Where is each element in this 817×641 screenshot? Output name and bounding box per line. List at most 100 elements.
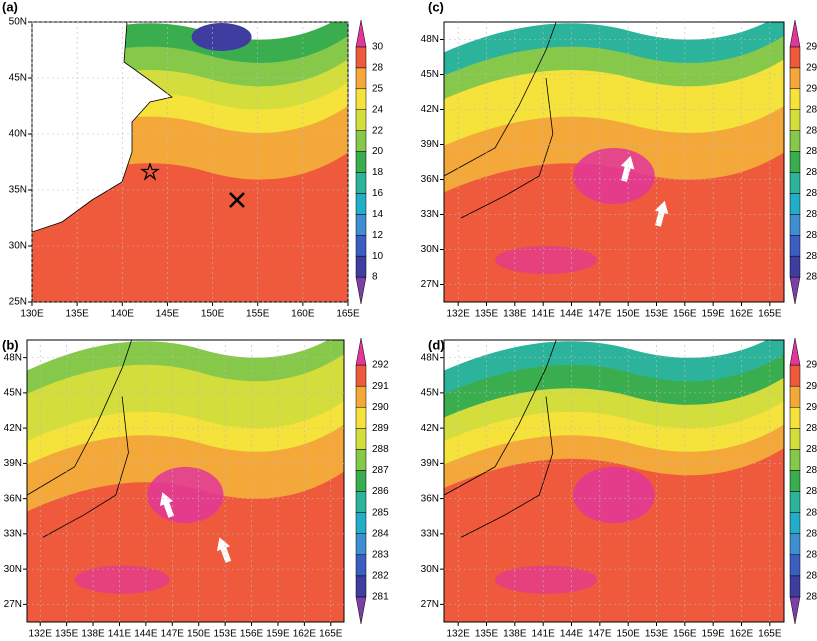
x-tick-label: 145E [156, 309, 180, 320]
x-tick-label: 140E [111, 309, 135, 320]
x-tick-label: 135E [65, 309, 89, 320]
x-tick-label: 156E [240, 629, 264, 640]
panel-label: (b) [2, 337, 19, 352]
colorbar-label: 22 [372, 125, 384, 136]
colorbar-segment [789, 385, 801, 408]
x-tick-label: 138E [81, 629, 105, 640]
y-tick-label: 33N [421, 209, 439, 220]
map-field [27, 340, 344, 622]
colorbar-label: 290 [806, 83, 817, 94]
warm-blob [495, 246, 597, 274]
colorbar-label: 20 [372, 146, 384, 157]
x-tick-label: 141E [531, 309, 555, 320]
x-tick-label: 155E [246, 309, 270, 320]
y-tick-label: 30N [421, 564, 439, 575]
colorbar-label: 25 [372, 83, 384, 94]
colorbar-segment [789, 533, 801, 556]
colorbar-segment [789, 130, 801, 152]
x-tick-label: 162E [730, 309, 754, 320]
colorbar-label: 281 [372, 592, 389, 603]
y-tick-label: 33N [4, 529, 22, 540]
colorbar-label: 291 [806, 381, 817, 392]
field-band [444, 269, 784, 302]
colorbar-segment [355, 470, 367, 492]
x-tick-label: 147E [588, 309, 612, 320]
y-tick-label: 40N [9, 129, 27, 140]
warm-blob [74, 565, 170, 594]
x-tick-label: 153E [645, 309, 669, 320]
panel-label: (a) [2, 0, 18, 14]
x-tick-label: 162E [730, 629, 754, 640]
x-tick-label: 160E [291, 309, 315, 320]
colorbar-label: 282 [806, 251, 817, 262]
colorbar-segment [355, 385, 367, 408]
x-tick-label: 144E [560, 629, 584, 640]
cold-blob [191, 23, 252, 51]
y-tick-label: 27N [421, 279, 439, 290]
y-tick-label: 42N [421, 423, 439, 434]
colorbar-label: 283 [372, 549, 389, 560]
x-tick-label: 165E [758, 629, 782, 640]
colorbar-segment [355, 214, 367, 236]
warm-blob [495, 565, 597, 594]
y-tick-label: 36N [421, 493, 439, 504]
y-tick-label: 30N [4, 564, 22, 575]
y-tick-label: 30N [9, 241, 27, 252]
y-tick-label: 27N [421, 599, 439, 610]
x-tick-label: 150E [187, 629, 211, 640]
x-tick-label: 150E [201, 309, 225, 320]
colorbar-segment [789, 214, 801, 236]
colorbar-label: 285 [372, 507, 389, 518]
colorbar-label: 284 [372, 528, 389, 539]
colorbar-label: 283 [806, 230, 817, 241]
colorbar-segment [355, 406, 367, 429]
colorbar-segment [789, 255, 801, 278]
x-tick-label: 135E [55, 629, 79, 640]
y-tick-label: 36N [421, 174, 439, 185]
colorbar-label: 290 [372, 402, 389, 413]
y-tick-label: 30N [421, 244, 439, 255]
colorbar-segment [789, 67, 801, 90]
colorbar-segment [355, 554, 367, 577]
colorbar-label: 282 [372, 570, 389, 581]
y-tick-label: 27N [4, 599, 22, 610]
y-tick-label: 42N [421, 104, 439, 115]
colorbar-label: 281 [806, 272, 817, 283]
field-band [32, 269, 348, 302]
x-tick-label: 159E [266, 629, 290, 640]
colorbar-label: 291 [372, 381, 389, 392]
colorbar-segment [355, 193, 367, 215]
colorbar-label: 281 [806, 592, 817, 603]
colorbar-segment [355, 533, 367, 556]
x-tick-label: 147E [588, 629, 612, 640]
colorbar-label: 292 [806, 42, 817, 53]
x-tick-label: 132E [446, 309, 470, 320]
x-tick-label: 135E [475, 309, 499, 320]
panel-label: (d) [428, 337, 445, 352]
colorbar-segment [789, 109, 801, 131]
y-tick-label: 33N [421, 529, 439, 540]
coastline [27, 340, 132, 538]
colorbar-label: 282 [806, 570, 817, 581]
colorbar-segment [355, 364, 367, 387]
map-field [32, 22, 348, 302]
colorbar-segment [355, 491, 367, 513]
colorbar-label: 10 [372, 251, 384, 262]
colorbar-segment [355, 575, 367, 598]
x-tick-label: 165E [336, 309, 360, 320]
colorbar-label: 286 [806, 167, 817, 178]
colorbar-label: 14 [372, 209, 384, 220]
warm-blob [147, 466, 224, 524]
colorbar-label: 28 [372, 62, 384, 73]
colorbar-end [789, 276, 801, 305]
colorbar-segment [355, 88, 367, 110]
y-tick-label: 48N [4, 352, 22, 363]
field-band [444, 589, 784, 622]
colorbar-segment [789, 234, 801, 257]
x-tick-label: 144E [560, 309, 584, 320]
colorbar-label: 292 [372, 360, 389, 371]
colorbar-segment [789, 193, 801, 215]
colorbar-label: 288 [806, 444, 817, 455]
colorbar-label: 288 [806, 125, 817, 136]
colorbar-segment [789, 470, 801, 492]
